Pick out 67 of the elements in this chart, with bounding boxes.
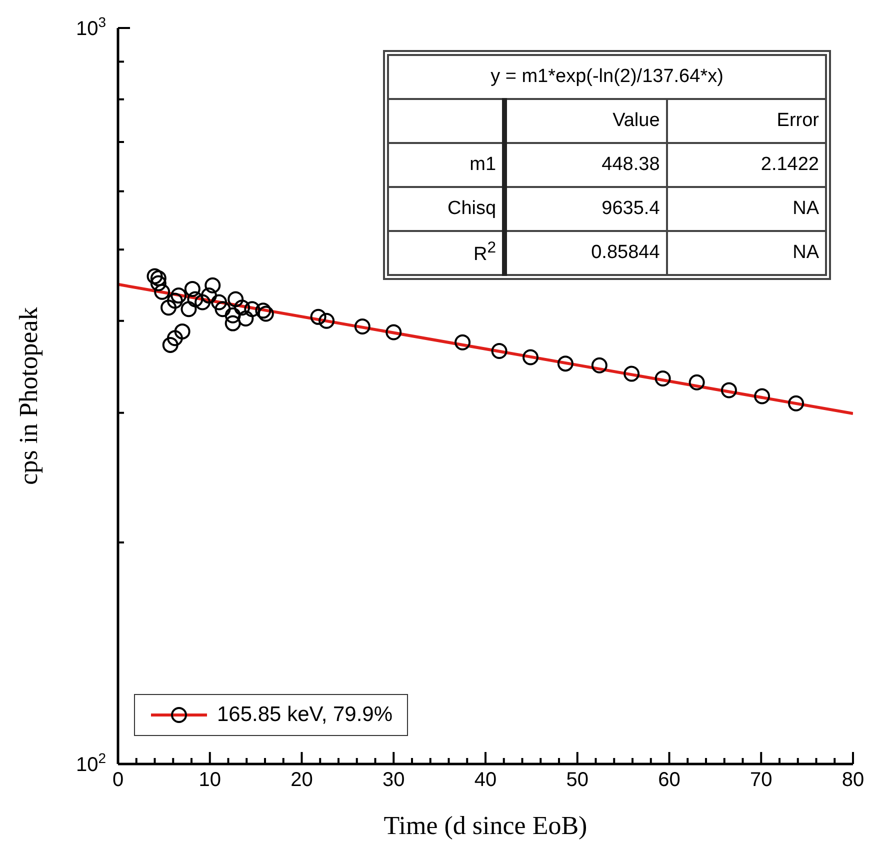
- x-tick-label: 60: [658, 769, 680, 791]
- annotation: Chisq: [447, 198, 496, 219]
- annotation: 9635.4: [602, 198, 660, 219]
- point: [162, 336, 178, 353]
- annotation: m1: [470, 154, 496, 175]
- point: [754, 388, 770, 404]
- point: [150, 275, 166, 292]
- y-tick-label: 10$^{2}$: [76, 750, 106, 776]
- point: [187, 291, 204, 308]
- point: [211, 294, 228, 310]
- point: [318, 312, 335, 329]
- annotation: NA: [792, 242, 819, 263]
- x-tick-label: 50: [566, 769, 588, 791]
- x-tick-label: 30: [382, 769, 405, 791]
- point: [591, 357, 608, 374]
- point: [204, 277, 221, 294]
- point: [244, 301, 260, 318]
- point: [160, 300, 177, 316]
- point: [180, 301, 197, 318]
- point: [146, 268, 163, 284]
- point: [194, 294, 211, 310]
- point: [310, 308, 326, 325]
- point: [788, 395, 804, 412]
- point: [258, 306, 274, 322]
- point: [184, 280, 200, 297]
- point: [386, 324, 402, 340]
- annotation: NA: [792, 198, 819, 219]
- y-tick-label: 10$^{3}$: [76, 14, 106, 40]
- point: [522, 349, 539, 366]
- point: [234, 300, 250, 316]
- y-axis-title: cps in Photopeak: [14, 307, 44, 485]
- annotation: 2.1422: [760, 154, 819, 175]
- point: [454, 334, 471, 350]
- point: [200, 288, 217, 304]
- point: [557, 356, 574, 372]
- x-tick-label: 40: [474, 769, 497, 791]
- annotation: y = m1*exp(-ln(2)/137.64*x): [490, 66, 724, 87]
- point: [238, 310, 254, 326]
- point: [170, 288, 187, 304]
- point: [688, 374, 705, 390]
- point: [154, 284, 170, 300]
- x-tick-label: 0: [112, 769, 124, 791]
- x-tick-label: 10: [198, 769, 221, 791]
- annotation: R$^{2}$: [474, 240, 496, 266]
- x-tick-label: 20: [290, 769, 313, 791]
- annotation: 448.38: [602, 154, 660, 175]
- point: [214, 301, 231, 318]
- annotation: 0.85844: [591, 242, 660, 263]
- point: [720, 382, 737, 398]
- x-tick-label: 80: [842, 769, 864, 791]
- annotation: Error: [776, 110, 819, 131]
- point: [166, 292, 183, 309]
- point: [224, 315, 241, 332]
- legend-label: 165.85 keV, 79.9%: [217, 703, 393, 727]
- point: [354, 318, 370, 335]
- point: [150, 270, 166, 286]
- point: [624, 366, 640, 382]
- point: [255, 302, 272, 319]
- annotation: Value: [612, 110, 660, 131]
- point: [491, 343, 508, 360]
- point: [224, 307, 241, 324]
- point: [228, 291, 244, 308]
- point: [654, 370, 671, 387]
- point: [174, 323, 190, 340]
- point: [166, 330, 183, 346]
- x-axis-title: Time (d since EoB): [384, 811, 588, 840]
- x-tick-label: 70: [750, 769, 772, 791]
